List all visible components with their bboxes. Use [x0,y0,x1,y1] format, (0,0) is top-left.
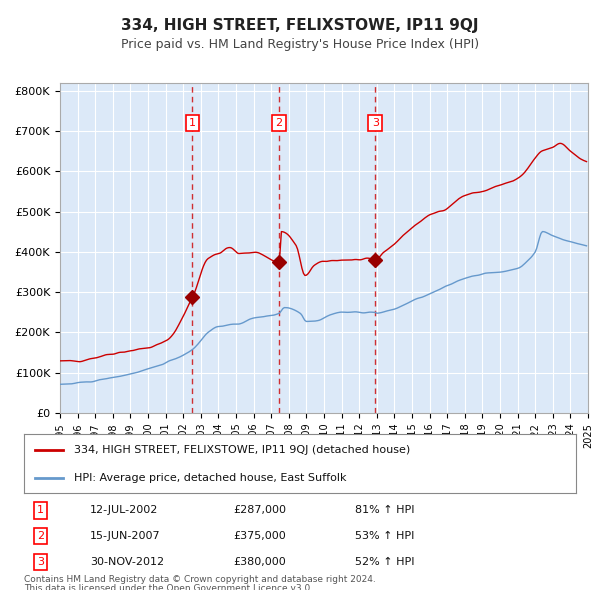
Text: 1: 1 [37,506,44,515]
Text: Price paid vs. HM Land Registry's House Price Index (HPI): Price paid vs. HM Land Registry's House … [121,38,479,51]
Text: 1: 1 [189,118,196,128]
Text: 2: 2 [37,531,44,541]
Text: 3: 3 [37,557,44,567]
Text: 81% ↑ HPI: 81% ↑ HPI [355,506,415,515]
Text: This data is licensed under the Open Government Licence v3.0.: This data is licensed under the Open Gov… [24,584,313,590]
Text: Contains HM Land Registry data © Crown copyright and database right 2024.: Contains HM Land Registry data © Crown c… [24,575,376,584]
Text: 52% ↑ HPI: 52% ↑ HPI [355,557,415,567]
Text: 2: 2 [275,118,283,128]
Text: 30-NOV-2012: 30-NOV-2012 [90,557,164,567]
Text: 3: 3 [372,118,379,128]
Text: 15-JUN-2007: 15-JUN-2007 [90,531,161,541]
Text: 53% ↑ HPI: 53% ↑ HPI [355,531,415,541]
Text: HPI: Average price, detached house, East Suffolk: HPI: Average price, detached house, East… [74,473,346,483]
Text: 12-JUL-2002: 12-JUL-2002 [90,506,158,515]
Text: 334, HIGH STREET, FELIXSTOWE, IP11 9QJ (detached house): 334, HIGH STREET, FELIXSTOWE, IP11 9QJ (… [74,445,410,455]
Text: £287,000: £287,000 [234,506,287,515]
Text: 334, HIGH STREET, FELIXSTOWE, IP11 9QJ: 334, HIGH STREET, FELIXSTOWE, IP11 9QJ [121,18,479,32]
Text: £380,000: £380,000 [234,557,287,567]
Text: £375,000: £375,000 [234,531,287,541]
